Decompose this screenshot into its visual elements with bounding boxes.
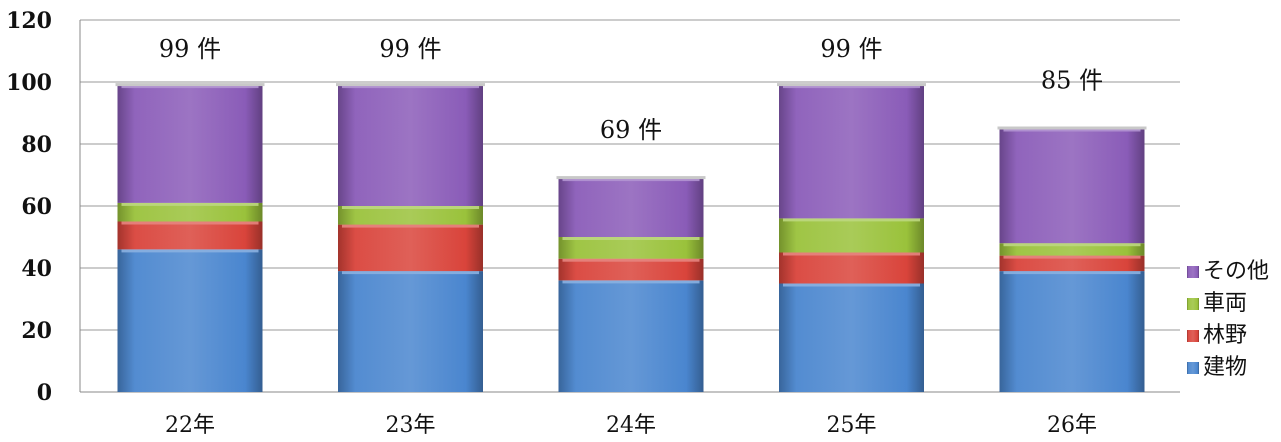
bar-1-林野 [338, 224, 483, 272]
legend-swatch-林野 [1187, 330, 1199, 342]
bar-2-建物 [558, 280, 704, 392]
bar-cap-1 [336, 83, 485, 87]
x-tick-label-2: 24年 [606, 413, 656, 438]
y-tick-label-100: 100 [6, 70, 52, 96]
bar-3-建物 [779, 283, 924, 392]
bar-1-その他 [338, 85, 483, 206]
legend-swatch-建物 [1187, 362, 1199, 374]
bar-top-highlight-0-3 [121, 85, 259, 89]
bar-cap-3 [777, 83, 926, 87]
bar-top-highlight-4-0 [1003, 271, 1141, 275]
bar-cap-4 [997, 126, 1147, 130]
y-tick-label-40: 40 [21, 256, 52, 282]
legend-label-林野: 林野 [1203, 323, 1247, 348]
bar-2-林野 [558, 258, 704, 281]
bar-0-その他 [117, 85, 263, 203]
bar-top-highlight-0-0 [121, 249, 259, 253]
bar-top-highlight-1-3 [342, 85, 479, 89]
bar-2-その他 [558, 178, 704, 237]
bar-1-車両 [338, 206, 483, 225]
bar-0-車両 [117, 202, 263, 222]
total-label-0: 99 件 [159, 35, 221, 63]
y-tick-label-60: 60 [21, 194, 52, 220]
x-tick-label-4: 26年 [1047, 413, 1097, 438]
bar-top-highlight-3-2 [783, 218, 920, 222]
bar-cap-0 [115, 83, 265, 87]
bar-top-highlight-0-1 [121, 221, 259, 225]
y-tick-label-120: 120 [6, 8, 52, 34]
legend-swatch-車両 [1187, 298, 1199, 310]
bar-top-highlight-3-1 [783, 252, 920, 256]
bar-3-車両 [779, 218, 924, 253]
bar-0-建物 [117, 249, 263, 392]
bar-3-その他 [779, 85, 924, 219]
bar-4-建物 [999, 271, 1145, 392]
bar-cap-2 [556, 176, 706, 180]
bar-4-車両 [999, 243, 1145, 256]
axes: 0 20 40 60 80 100 120 [6, 8, 81, 406]
bar-top-highlight-4-2 [1003, 243, 1141, 247]
legend-label-その他: その他 [1203, 259, 1269, 284]
bar-4-林野 [999, 255, 1145, 272]
labels: 22年 99 件 23年 99 件 24年 69 件 25年 99 件 26年 85 件 [159, 35, 1103, 438]
y-tick-label-80: 80 [21, 132, 52, 158]
bar-top-highlight-2-1 [562, 258, 700, 262]
bar-top-highlight-4-1 [1003, 255, 1141, 259]
x-tick-label-3: 25年 [827, 413, 877, 438]
total-label-2: 69 件 [600, 116, 662, 144]
bar-top-highlight-1-1 [342, 224, 479, 228]
bar-top-highlight-0-2 [121, 202, 259, 206]
bar-3-林野 [779, 252, 924, 284]
x-tick-label-1: 23年 [386, 413, 436, 438]
total-label-4: 85 件 [1041, 67, 1103, 95]
bar-top-highlight-1-2 [342, 206, 479, 209]
legend-label-車両: 車両 [1203, 291, 1247, 316]
bar-top-highlight-2-3 [562, 178, 700, 182]
bar-0-林野 [117, 221, 263, 250]
y-tick-label-20: 20 [21, 318, 52, 344]
bar-4-その他 [999, 128, 1145, 244]
total-label-3: 99 件 [820, 35, 882, 63]
total-label-1: 99 件 [379, 35, 441, 63]
bar-top-highlight-2-2 [562, 237, 700, 240]
bar-top-highlight-3-0 [783, 283, 920, 287]
bar-top-highlight-1-0 [342, 271, 479, 275]
y-tick-label-0: 0 [37, 380, 52, 406]
bar-top-highlight-3-3 [783, 85, 920, 89]
bar-1-建物 [338, 271, 483, 392]
legend-label-建物: 建物 [1203, 355, 1247, 380]
bar-top-highlight-2-0 [562, 280, 700, 284]
legend-swatch-その他 [1187, 266, 1199, 278]
bar-top-highlight-4-3 [1003, 128, 1141, 132]
bar-2-車両 [558, 237, 704, 259]
x-tick-label-0: 22年 [165, 413, 215, 438]
bars [115, 83, 1147, 392]
